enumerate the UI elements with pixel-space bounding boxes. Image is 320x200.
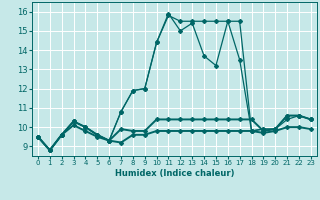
X-axis label: Humidex (Indice chaleur): Humidex (Indice chaleur) [115, 169, 234, 178]
